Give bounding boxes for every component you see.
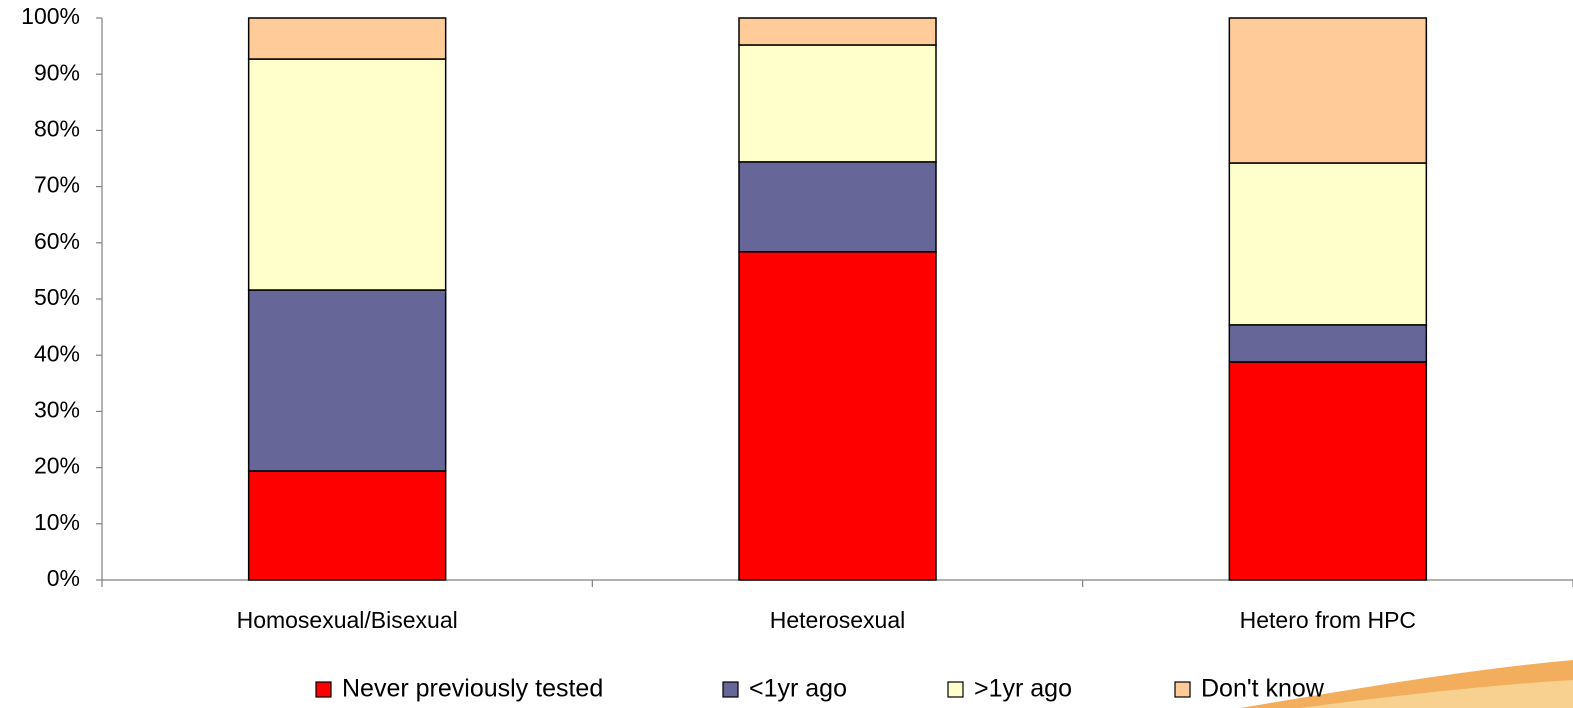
bar-segment: [1228, 162, 1428, 326]
legend-swatch: [947, 681, 964, 698]
legend-label: >1yr ago: [974, 675, 1072, 703]
bar-segment: [1228, 361, 1428, 581]
y-tick-label: 100%: [21, 3, 80, 29]
bar-segment: [247, 470, 447, 581]
bar-segment: [738, 44, 937, 163]
x-tick-label: Hetero from HPC: [1240, 607, 1416, 633]
legend-label: Never previously tested: [342, 675, 603, 703]
y-tick-label: 0%: [47, 565, 80, 591]
bar-segment: [247, 58, 447, 291]
bar-segment: [738, 161, 937, 253]
y-tick-label: 80%: [34, 115, 80, 141]
y-tick-label: 10%: [34, 509, 80, 535]
x-tick-label: Homosexual/Bisexual: [237, 607, 458, 633]
bar-segment: [1228, 17, 1428, 164]
legend-swatch: [315, 681, 332, 698]
y-tick-label: 30%: [34, 396, 80, 422]
bar-segment: [738, 17, 937, 46]
y-tick-label: 70%: [34, 172, 80, 198]
legend-label: Don't know: [1201, 675, 1325, 703]
y-tick-label: 20%: [34, 453, 80, 479]
y-tick-label: 60%: [34, 228, 80, 254]
y-tick-label: 90%: [34, 59, 80, 85]
bar-segment: [247, 289, 447, 472]
bar-segment: [738, 251, 937, 581]
y-tick-label: 50%: [34, 284, 80, 310]
legend-swatch: [1174, 681, 1191, 698]
bar-segment: [247, 17, 447, 60]
bar-segment: [1228, 324, 1428, 363]
legend-label: <1yr ago: [749, 675, 847, 703]
y-tick-label: 40%: [34, 340, 80, 366]
x-tick-label: Heterosexual: [770, 607, 906, 633]
decor-swoosh-light: [1300, 680, 1573, 708]
legend-swatch: [722, 681, 739, 698]
